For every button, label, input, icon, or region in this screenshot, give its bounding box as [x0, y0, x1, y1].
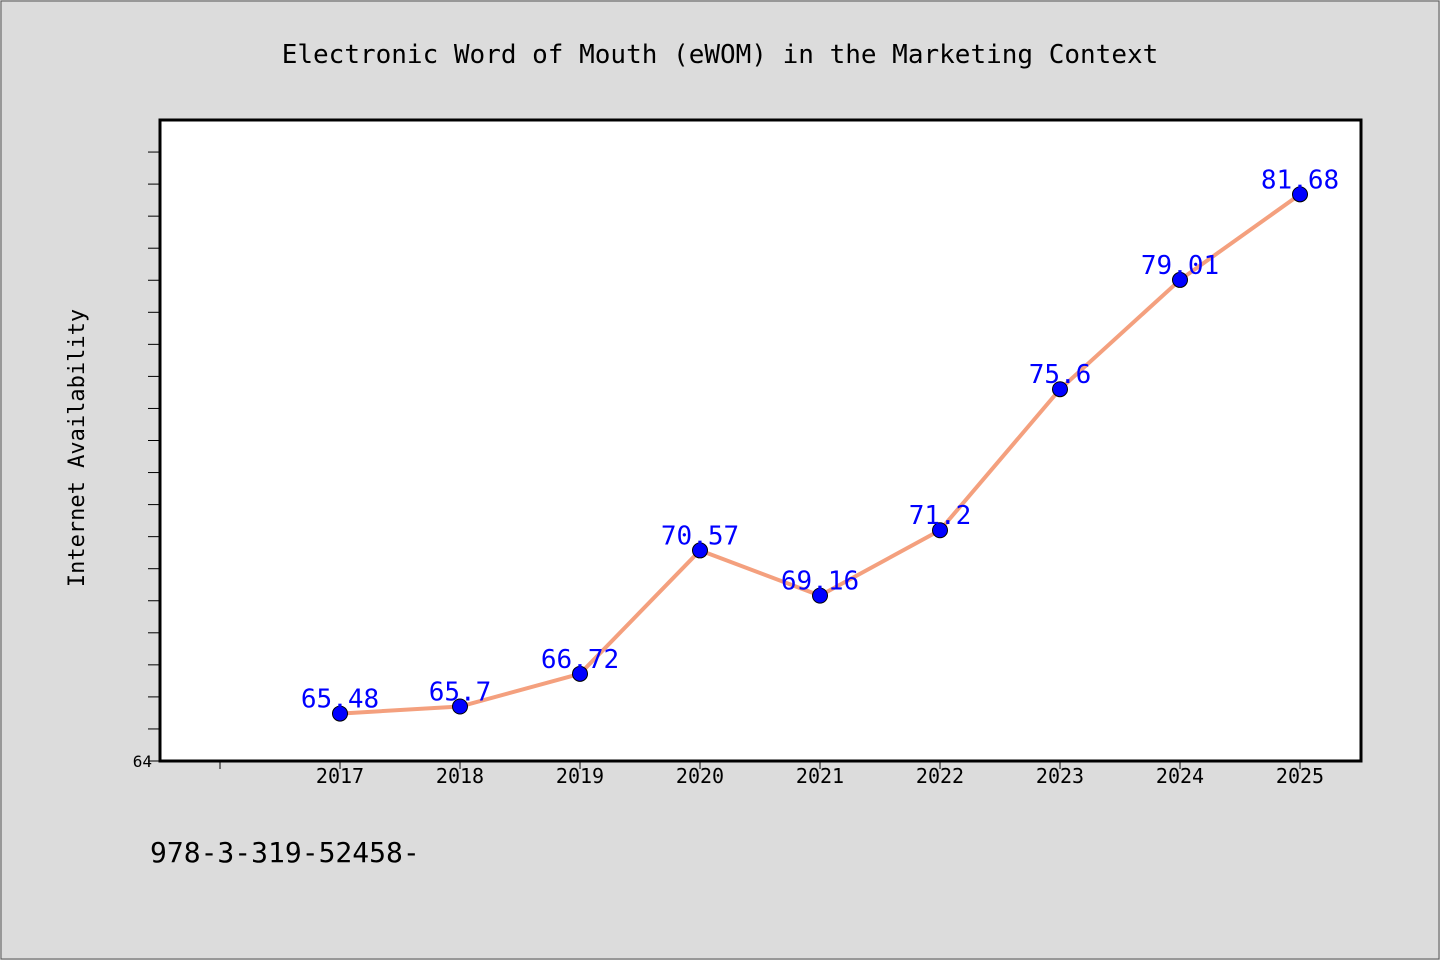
x-tick-label: 2024: [1156, 764, 1204, 788]
y-tick-label: 64: [133, 752, 152, 771]
data-label: 75.6: [1029, 360, 1092, 390]
x-tick-label: 2019: [556, 764, 604, 788]
data-point-marker: [692, 542, 708, 559]
plot-frame: [158, 118, 1363, 763]
plot-area: [160, 120, 1361, 761]
x-tick-label: 2020: [676, 764, 724, 788]
chart-title: Electronic Word of Mouth (eWOM) in the M…: [282, 40, 1159, 70]
data-label: 79.01: [1141, 251, 1219, 281]
data-label: 66.72: [541, 645, 619, 675]
data-point-marker: [452, 698, 468, 715]
data-point-marker: [1292, 186, 1308, 203]
x-axis-ticks: 2017 2018 2019 2020 2021 2022 2023 2024 2025: [219, 761, 1324, 788]
x-tick-label: 2022: [916, 764, 964, 788]
x-tick-label: 2025: [1276, 764, 1324, 788]
data-point-marker: [1172, 271, 1188, 288]
data-point-marker: [812, 587, 828, 604]
y-axis-ticks: 64: [133, 151, 160, 771]
data-point-marker: [932, 522, 948, 539]
x-tick-label: 2023: [1036, 764, 1084, 788]
data-label: 69.16: [781, 567, 859, 597]
x-tick-label: 2021: [796, 764, 844, 788]
x-tick-label: 2017: [316, 764, 364, 788]
data-label: 65.7: [429, 678, 492, 708]
data-point-marker: [572, 665, 588, 682]
data-label: 71.2: [909, 501, 972, 531]
y-axis-label: Internet Availability: [65, 309, 90, 587]
data-markers: [332, 186, 1308, 722]
x-tick-label: 2018: [436, 764, 484, 788]
data-label: 81.68: [1261, 165, 1339, 195]
data-labels: 65.48 65.7 66.72 70.57 69.16 71.2 75.6 79.01 81.…: [301, 165, 1339, 714]
footnote-text: 978-3-319-52458-: [150, 836, 420, 869]
data-point-marker: [332, 705, 348, 722]
data-label: 70.57: [661, 521, 739, 551]
data-label: 65.48: [301, 685, 379, 715]
data-point-marker: [1052, 381, 1068, 398]
